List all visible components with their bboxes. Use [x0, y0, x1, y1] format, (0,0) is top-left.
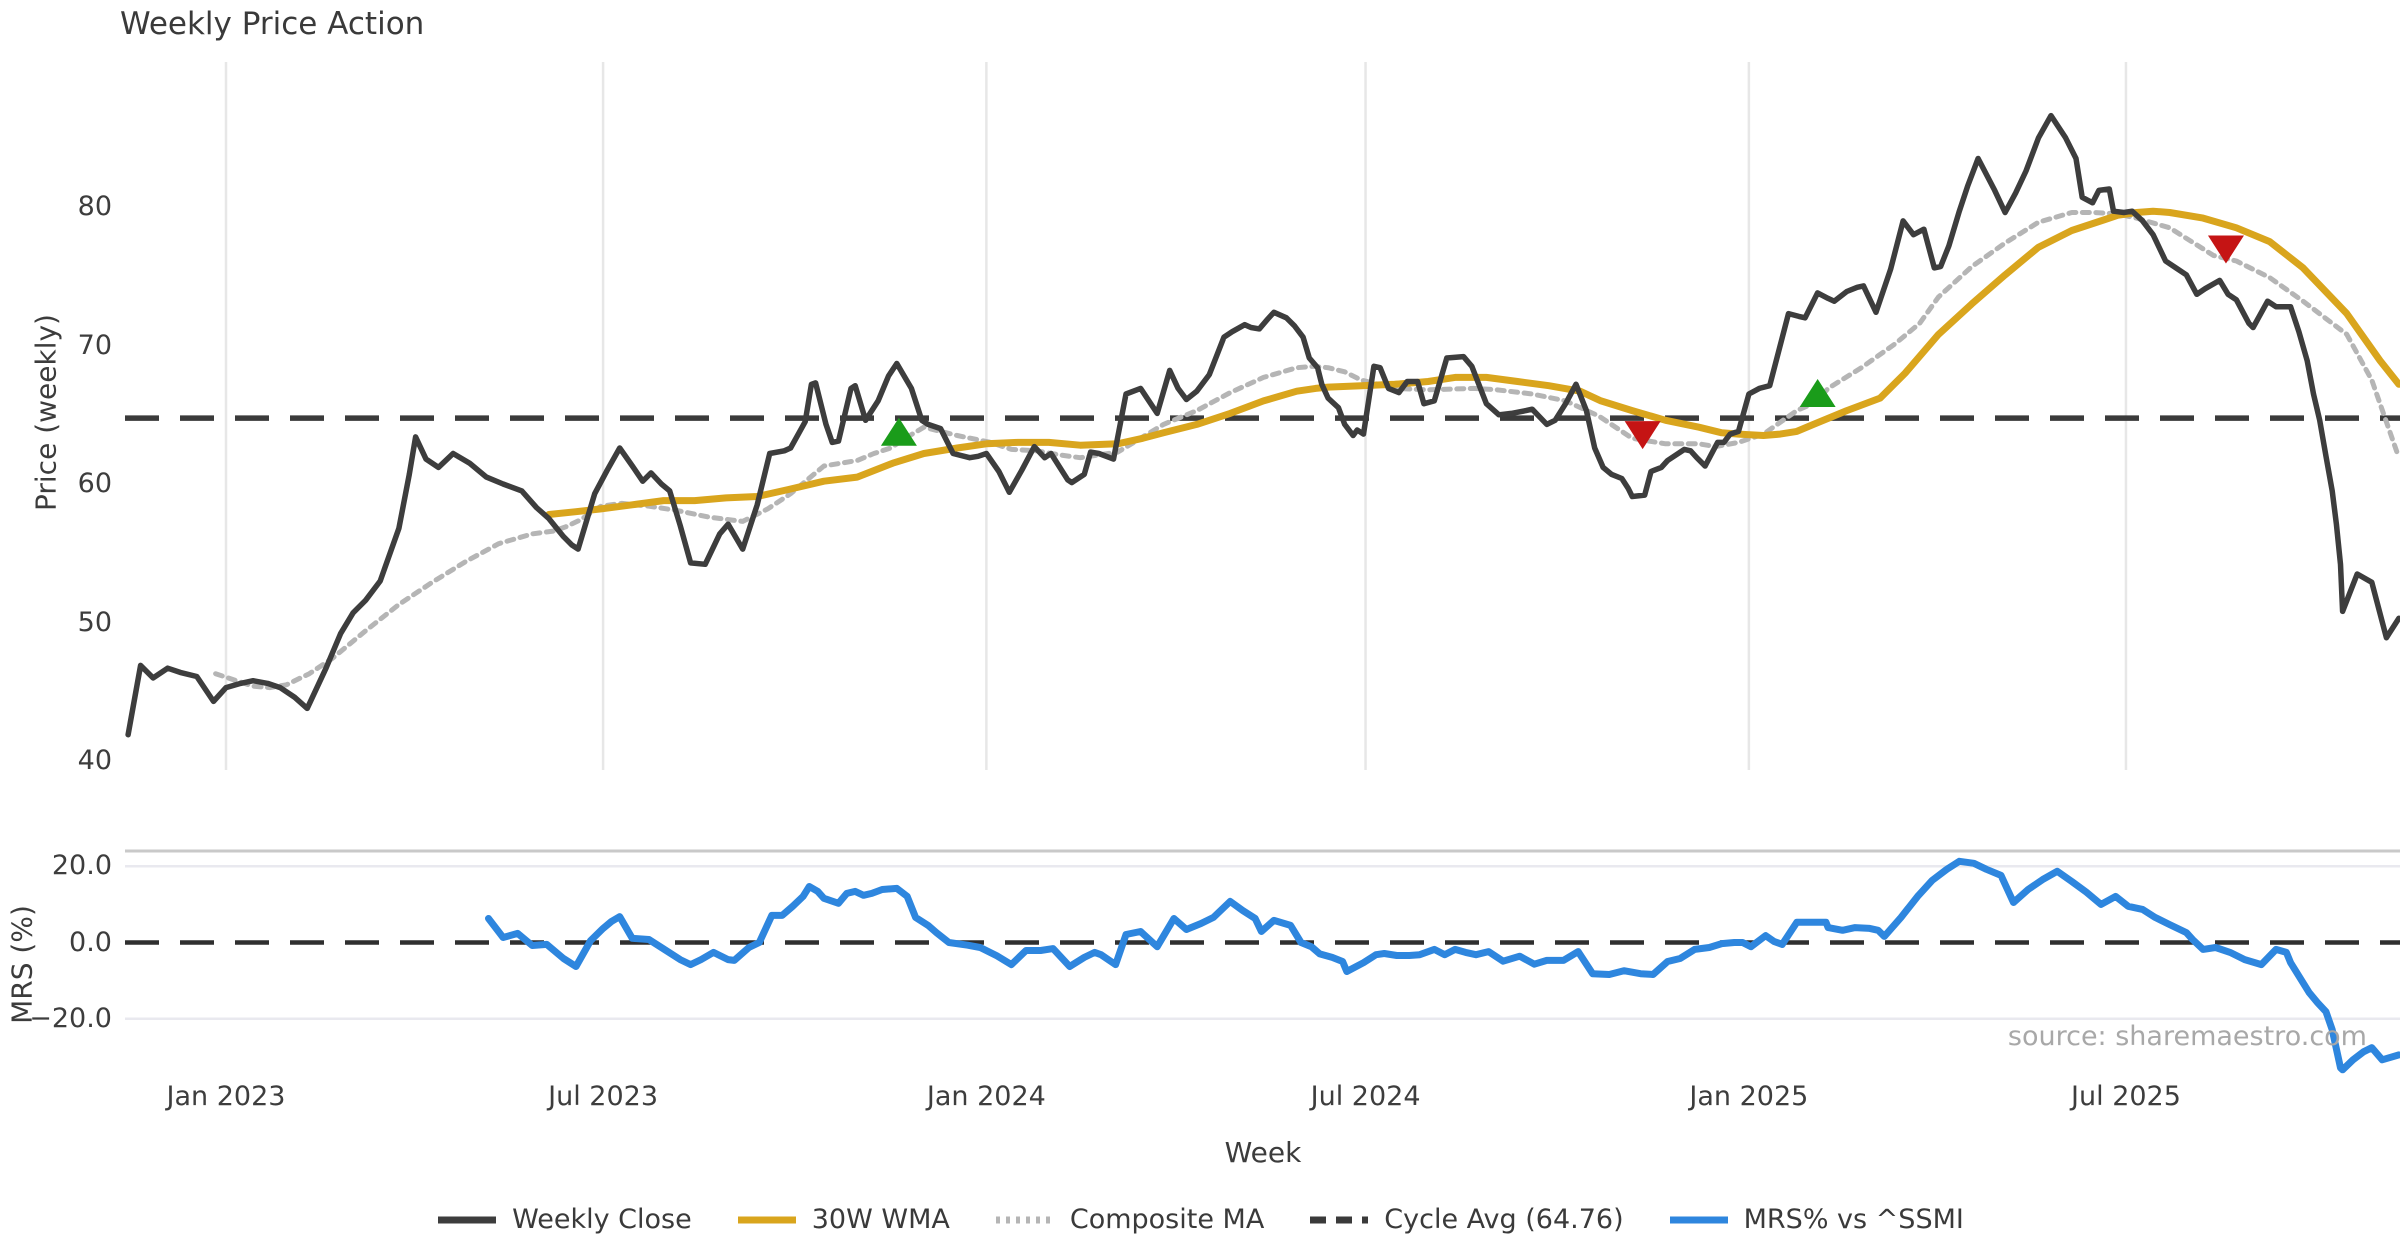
x-tick-label: Jan 2025 [1689, 1081, 1809, 1112]
cycle-avg-line-swatch-icon [1310, 1216, 1369, 1223]
mrs-line-swatch-icon [1669, 1216, 1728, 1223]
price-axis-label: Price (weekly) [29, 314, 63, 511]
legend-label: 30W WMA [811, 1204, 950, 1235]
buy-signal-marker-icon [880, 417, 917, 446]
composite-ma-line-swatch-icon [995, 1216, 1054, 1223]
price-y-tick-label: 80 [77, 191, 112, 222]
price-y-tick-label: 70 [77, 329, 112, 361]
legend-label: Weekly Close [512, 1204, 692, 1235]
x-tick-label: Jan 2024 [926, 1081, 1046, 1112]
legend-item-wma30: 30W WMA [736, 1204, 950, 1235]
legend-label: Composite MA [1069, 1204, 1265, 1235]
page-title: Weekly Price Action [120, 6, 425, 42]
buy-signal-marker-icon [1799, 378, 1836, 407]
price-y-tick-label: 60 [77, 468, 112, 499]
price-y-tick-label: 40 [77, 745, 112, 776]
source-note: source: sharemaestro.com [2007, 1021, 2367, 1052]
x-tick-label: Jul 2023 [548, 1081, 658, 1112]
series-30w-wma [545, 207, 2400, 518]
legend-item-cycle-avg: Cycle Avg (64.76) [1308, 1204, 1624, 1235]
sell-signal-marker-icon [1624, 421, 1661, 450]
series-mrs [485, 857, 2400, 1074]
mrs-y-tick-label: 0.0 [69, 926, 112, 958]
sell-signal-marker-icon [2207, 235, 2244, 264]
series-weekly-close [125, 112, 2400, 738]
legend-label: MRS% vs ^SSMI [1743, 1204, 1964, 1235]
x-tick-label: Jul 2024 [1310, 1081, 1421, 1112]
legend-item-mrs: MRS% vs ^SSMI [1668, 1204, 1964, 1235]
wma30-line-swatch-icon [737, 1216, 796, 1223]
x-tick-label: Jul 2025 [2071, 1081, 2181, 1112]
price-y-tick-label: 50 [77, 606, 112, 638]
mrs-y-tick-label: −20.0 [29, 1002, 112, 1034]
legend-item-weekly-close: Weekly Close [436, 1204, 692, 1235]
legend: Weekly Close 30W WMA Composite MA Cycle … [0, 1204, 2400, 1235]
x-axis-label: Week [1224, 1136, 1302, 1169]
series-composite-ma [213, 210, 2400, 691]
x-tick-label: Jan 2023 [166, 1081, 286, 1112]
mrs-y-tick-label: 20.0 [51, 850, 112, 882]
legend-label: Cycle Avg (64.76) [1384, 1204, 1624, 1235]
mrs-axis-label: MRS (%) [5, 905, 39, 1024]
weekly-close-line-swatch-icon [438, 1216, 497, 1223]
legend-item-composite-ma: Composite MA [994, 1204, 1264, 1235]
